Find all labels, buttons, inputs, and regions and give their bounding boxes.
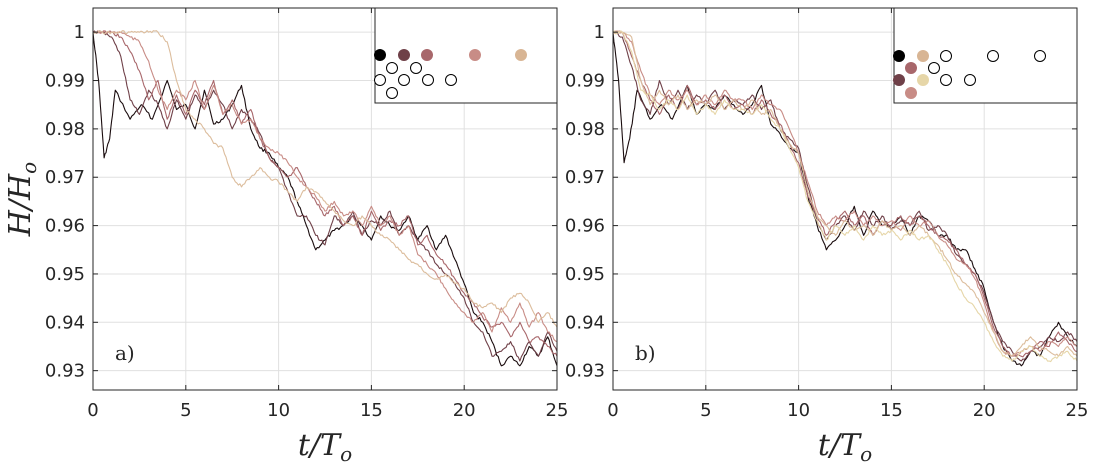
- legend-marker-open: [386, 87, 398, 99]
- y-tick-label: 0.93: [565, 361, 605, 382]
- x-tick-label: 10: [267, 400, 290, 421]
- legend-marker-filled: [893, 50, 905, 62]
- x-axis-label: t/To: [298, 428, 352, 466]
- y-tick-label: 0.97: [565, 167, 605, 188]
- x-axis-label-subscript: o: [340, 442, 352, 466]
- x-axis-label-subscript: o: [860, 442, 872, 466]
- y-tick-label: 0.96: [45, 216, 85, 237]
- legend-marker-open: [445, 74, 457, 86]
- y-tick-label: 0.96: [565, 216, 605, 237]
- y-tick-label: 0.98: [45, 119, 85, 140]
- legend-marker-filled: [421, 49, 433, 61]
- y-tick-label: 0.99: [565, 71, 605, 92]
- x-tick-label: 0: [607, 400, 618, 421]
- panel-label: a): [115, 341, 135, 365]
- legend-marker-open: [386, 62, 398, 74]
- y-axis-label-subscript: o: [17, 162, 41, 174]
- x-tick-label: 10: [787, 400, 810, 421]
- series-group: [93, 30, 557, 367]
- legend-marker-open: [928, 62, 940, 74]
- series-line-s5: [613, 30, 1077, 357]
- series-line-s1: [93, 32, 557, 367]
- legend: [893, 7, 1078, 104]
- series-line-s4: [93, 30, 557, 343]
- legend-marker-filled: [905, 62, 917, 74]
- legend-marker-open: [422, 74, 434, 86]
- x-tick-label: 25: [1066, 400, 1089, 421]
- axes-box: [92, 7, 558, 391]
- y-tick-label: 0.93: [45, 361, 85, 382]
- legend-marker-open: [374, 74, 386, 86]
- legend-marker-open: [398, 74, 410, 86]
- y-tick-label: 0.97: [45, 167, 85, 188]
- legend-marker-filled: [917, 74, 929, 86]
- legend-marker-open: [940, 50, 952, 62]
- y-tick-label: 0.94: [565, 312, 605, 333]
- y-tick-label: 1: [594, 22, 605, 43]
- x-tick-label: 25: [546, 400, 569, 421]
- legend-marker-filled: [917, 50, 929, 62]
- y-tick-label: 0.95: [565, 264, 605, 285]
- legend-marker-filled: [905, 87, 917, 99]
- x-tick-label: 20: [453, 400, 476, 421]
- x-tick-label: 15: [360, 400, 383, 421]
- legend-marker-filled: [374, 49, 386, 61]
- legend-marker-filled: [893, 74, 905, 86]
- x-tick-label: 20: [973, 400, 996, 421]
- series-line-s3: [93, 30, 557, 357]
- y-tick-label: 1: [74, 22, 85, 43]
- legend-marker-open: [410, 62, 422, 74]
- series-group: [613, 30, 1077, 367]
- x-tick-label: 15: [880, 400, 903, 421]
- legend-marker-filled: [515, 49, 527, 61]
- legend-marker-filled: [398, 49, 410, 61]
- legend-marker-open: [964, 74, 976, 86]
- legend-marker-open: [1034, 50, 1046, 62]
- series-line-s6: [613, 30, 1077, 363]
- x-tick-label: 5: [180, 400, 191, 421]
- legend-marker-filled: [469, 49, 481, 61]
- x-tick-label: 0: [87, 400, 98, 421]
- legend-marker-open: [940, 74, 952, 86]
- series-line-s5: [93, 30, 557, 328]
- axes-box: [612, 7, 1078, 391]
- legend-marker-open: [987, 50, 999, 62]
- y-axis-label: H/Ho: [3, 162, 41, 237]
- x-tick-label: 5: [700, 400, 711, 421]
- y-tick-label: 0.95: [45, 264, 85, 285]
- series-line-s3: [613, 30, 1077, 358]
- y-tick-label: 0.99: [45, 71, 85, 92]
- y-tick-label: 0.94: [45, 312, 85, 333]
- legend: [374, 7, 558, 104]
- y-tick-label: 0.98: [565, 119, 605, 140]
- x-axis-label: t/To: [818, 428, 872, 466]
- panel-label: b): [635, 341, 656, 365]
- series-line-s2: [93, 30, 557, 362]
